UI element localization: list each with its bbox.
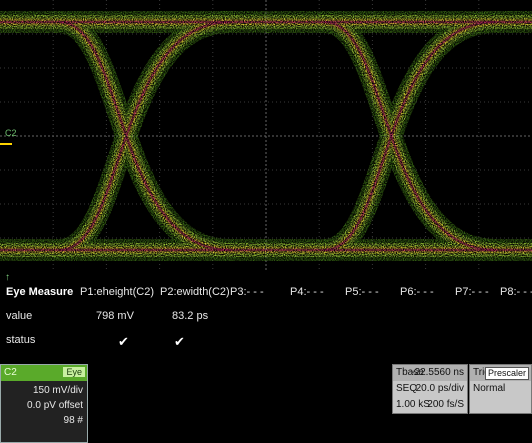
measure-status-row: status ✔ ✔ xyxy=(0,334,532,356)
channel-vdiv: 150 mV/div xyxy=(32,385,83,396)
eye-traces xyxy=(0,11,532,261)
measure-value-row: value 798 mV 83.2 ps xyxy=(0,310,532,332)
measure-p1-header[interactable]: P1:eheight(C2) xyxy=(80,286,154,298)
timebase-label: Tbase xyxy=(396,367,424,378)
measure-p7-header[interactable]: P7:- - - xyxy=(455,286,489,298)
p1-status-check-icon: ✔ xyxy=(118,334,129,349)
timebase-mode: SEQ xyxy=(396,383,418,394)
channel-label: C2 xyxy=(5,128,17,138)
trigger-descriptor-box[interactable]: Trigger Prescaler Normal xyxy=(469,364,532,414)
measure-p8-header[interactable]: P8:- - - xyxy=(500,286,532,298)
timebase-samples: 1.00 kS xyxy=(396,399,430,410)
timebase-delay: -22.5560 ns xyxy=(411,367,464,378)
measure-p3-header[interactable]: P3:- - - xyxy=(230,286,264,298)
timebase-descriptor-box[interactable]: Tbase -22.5560 ns SEQ 20.0 ps/div 1.00 k… xyxy=(392,364,468,414)
value-label: value xyxy=(6,310,33,322)
eye-trace-peak xyxy=(323,20,497,252)
measurement-table: Eye Measure P1:eheight(C2) P2:ewidth(C2)… xyxy=(0,286,532,362)
trigger-mode: Normal xyxy=(473,383,506,394)
p2-value: 83.2 ps xyxy=(172,310,209,322)
timebase-scale: 20.0 ps/div xyxy=(415,383,464,394)
channel-tag: Eye xyxy=(63,367,85,377)
trigger-source: Prescaler xyxy=(484,367,529,380)
measure-p2-header[interactable]: P2:ewidth(C2) xyxy=(160,286,230,298)
measure-p6-header[interactable]: P6:- - - xyxy=(400,286,434,298)
eye-diagram-plot xyxy=(0,0,532,272)
p1-value: 798 mV xyxy=(96,310,134,322)
measure-p4-header[interactable]: P4:- - - xyxy=(290,286,324,298)
measure-header-row: Eye Measure P1:eheight(C2) P2:ewidth(C2)… xyxy=(0,286,532,308)
channel-offset-marker[interactable] xyxy=(0,143,12,145)
eye-diagram-display[interactable]: C2 xyxy=(0,0,532,272)
timebase-rate: 200 fs/S xyxy=(427,399,464,410)
channel-offset: 0.0 pV offset xyxy=(27,400,83,411)
trigger-level-icon[interactable]: ↑ xyxy=(5,272,10,283)
p2-status-check-icon: ✔ xyxy=(174,334,185,349)
measure-title[interactable]: Eye Measure xyxy=(6,286,74,298)
eye-trace-peak xyxy=(58,20,232,252)
channel-count: 98 # xyxy=(63,415,83,426)
channel-descriptor-box[interactable]: C2 Eye 150 mV/div 0.0 pV offset 98 # xyxy=(0,364,88,443)
status-label: status xyxy=(6,334,36,346)
measure-p5-header[interactable]: P5:- - - xyxy=(345,286,379,298)
channel-name: C2 xyxy=(4,367,17,378)
